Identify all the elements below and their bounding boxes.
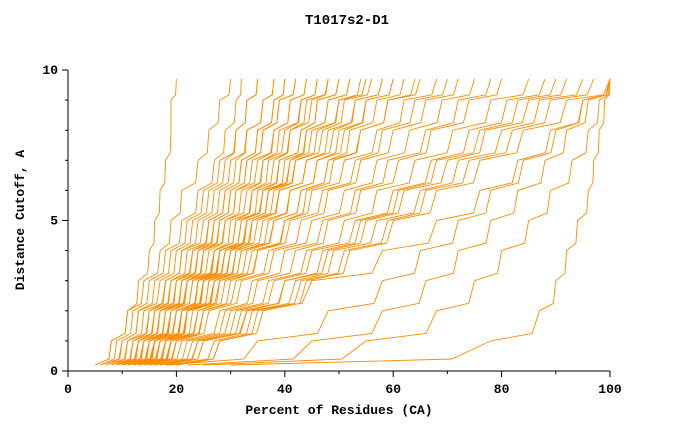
series-lines xyxy=(94,78,611,366)
x-axis-label: Percent of Residues (CA) xyxy=(245,403,432,418)
svg-text:5: 5 xyxy=(50,214,58,229)
svg-text:80: 80 xyxy=(494,382,510,397)
svg-text:0: 0 xyxy=(50,364,58,379)
chart-title: T1017s2-D1 xyxy=(305,13,389,29)
axes: 0 20 40 60 80 100 0 5 10 xyxy=(42,63,622,397)
svg-text:20: 20 xyxy=(169,382,185,397)
y-axis-label: Distance Cutoff, A xyxy=(13,150,28,291)
svg-text:10: 10 xyxy=(42,63,58,78)
svg-text:100: 100 xyxy=(598,382,622,397)
svg-text:40: 40 xyxy=(277,382,293,397)
svg-text:0: 0 xyxy=(64,382,72,397)
svg-text:60: 60 xyxy=(385,382,401,397)
